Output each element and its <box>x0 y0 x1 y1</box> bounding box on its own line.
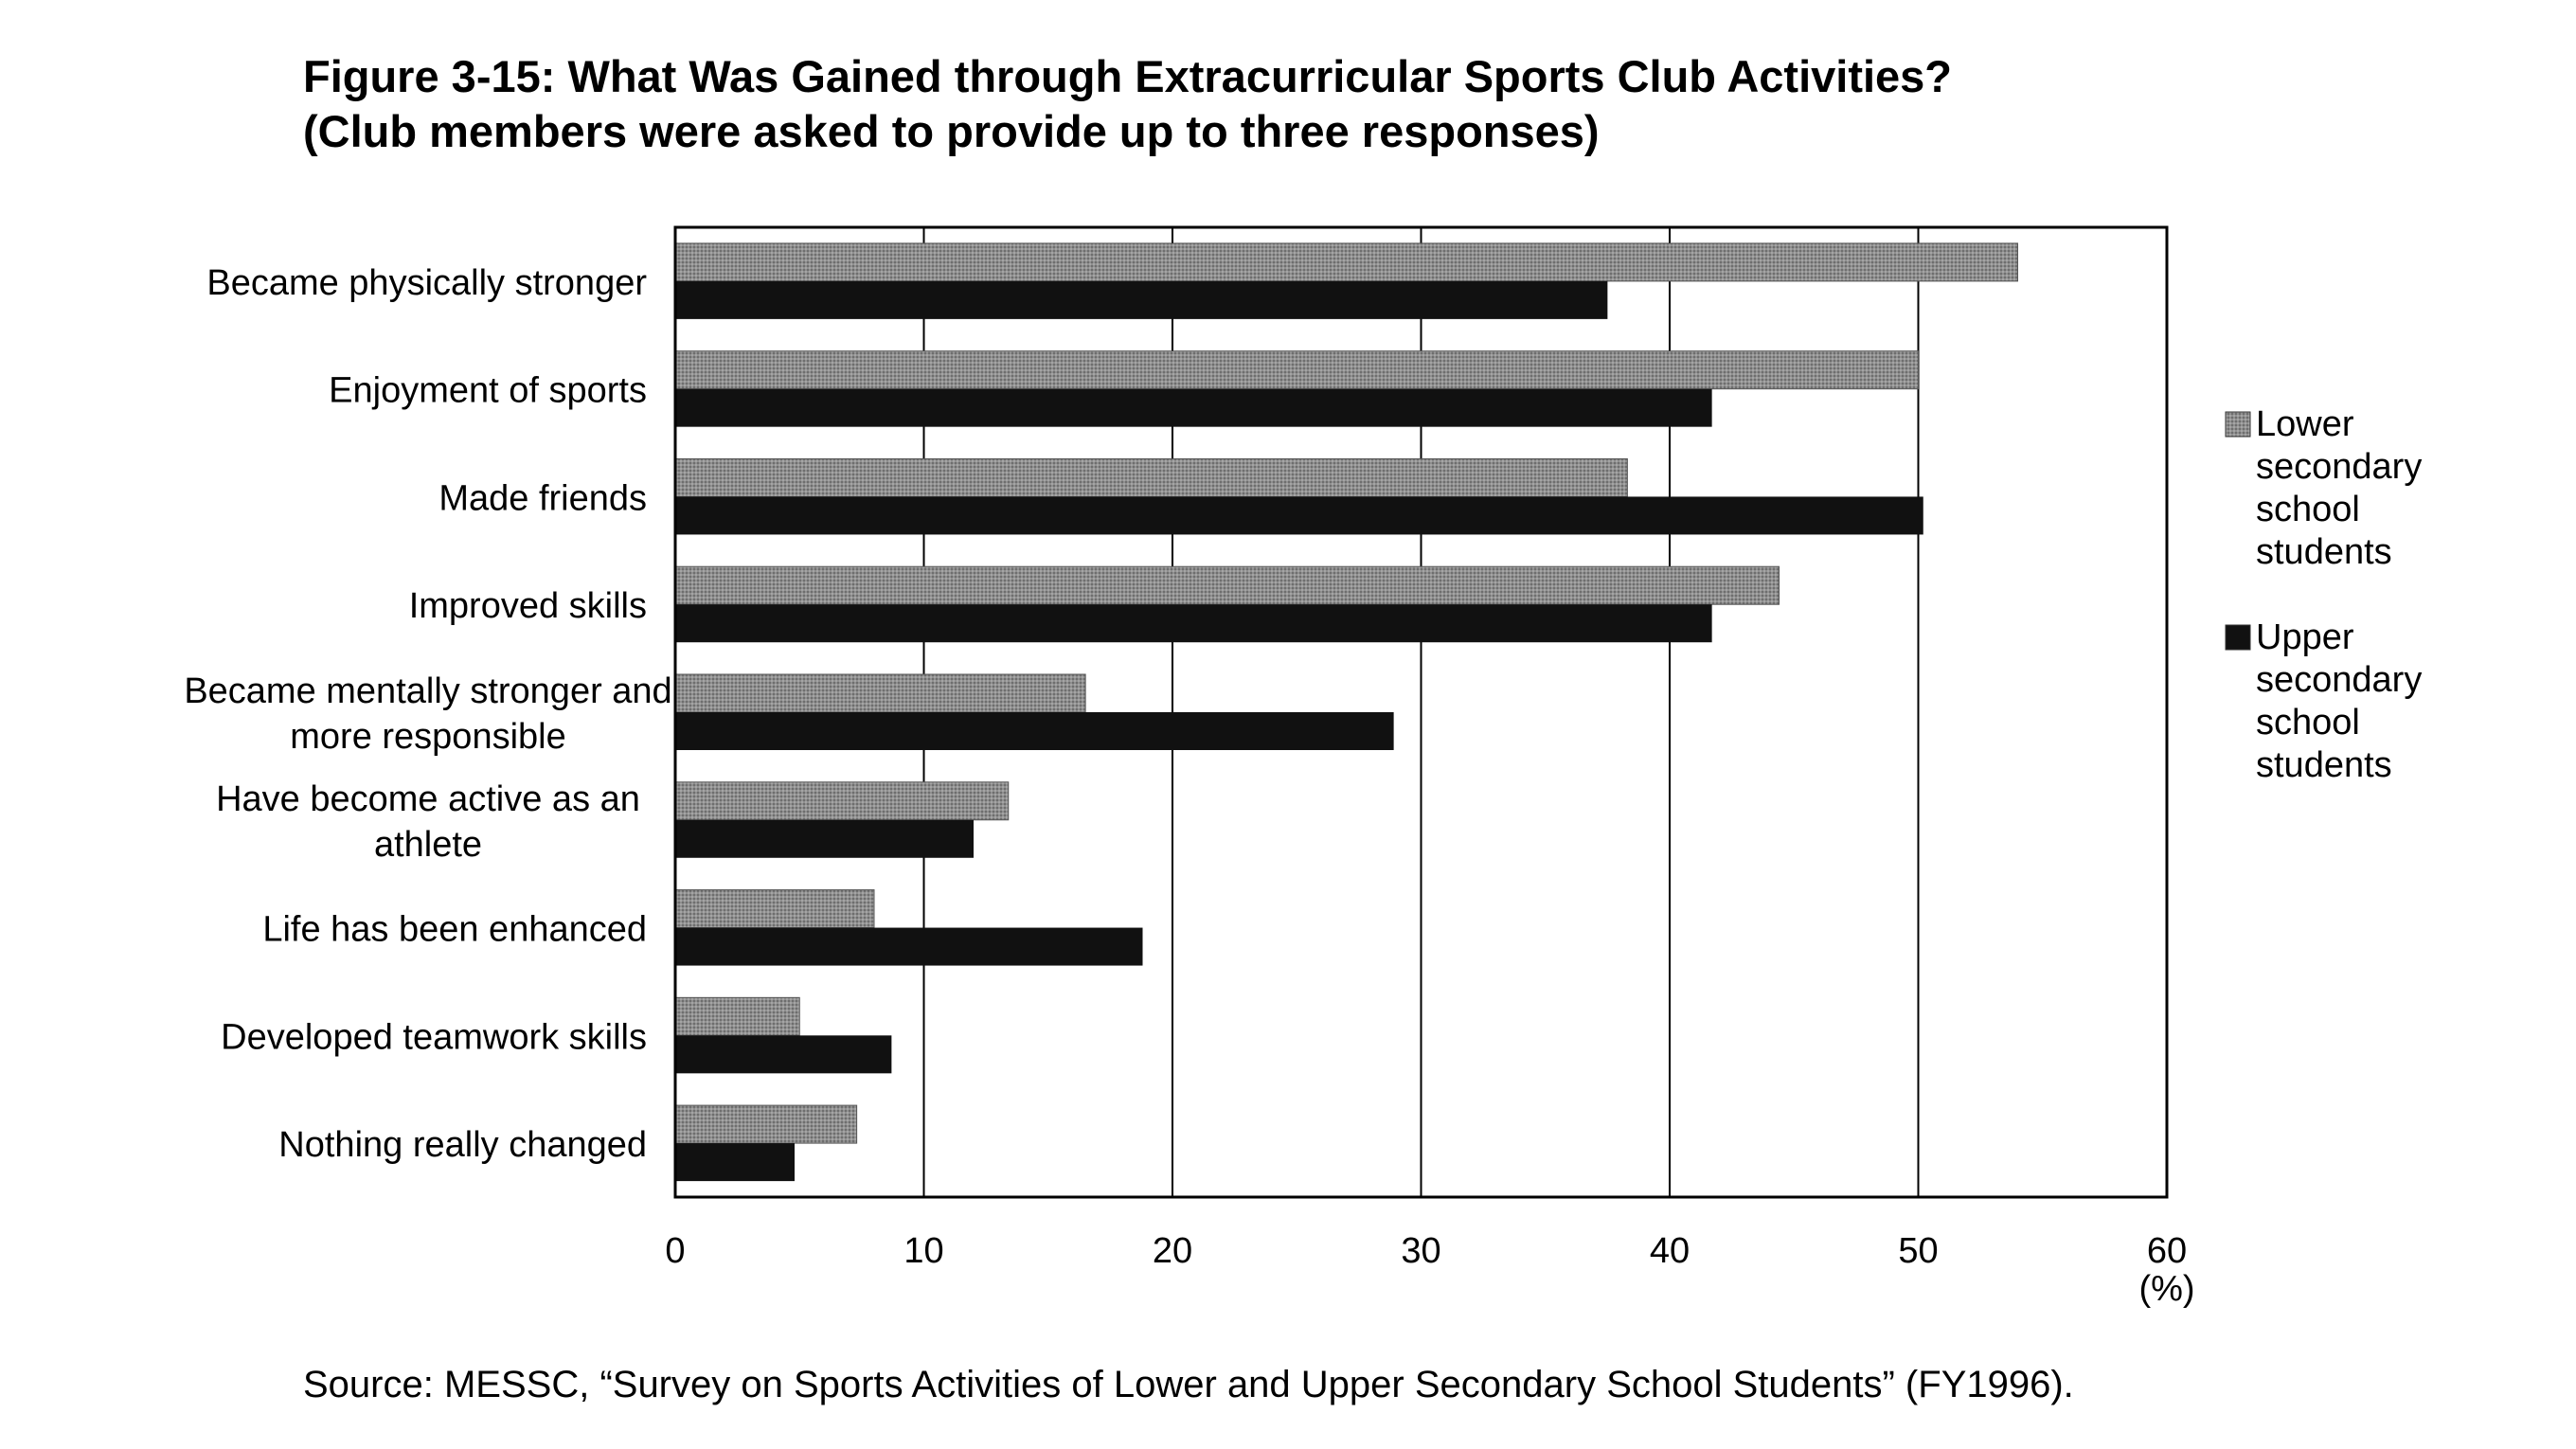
legend-label-lower-line-1: secondary <box>2256 447 2422 487</box>
x-tick-label-1: 10 <box>903 1231 943 1271</box>
category-label-4-line-0: Became mentally stronger and <box>184 671 671 711</box>
plot-frame <box>673 225 2169 1199</box>
chart-title: Figure 3-15: What Was Gained through Ext… <box>303 49 1952 159</box>
bar-upper-6 <box>675 927 1143 966</box>
legend-label-upper-line-2: school <box>2256 703 2360 742</box>
bar-lower-5 <box>674 781 1010 821</box>
bar-lower-0 <box>674 242 2018 282</box>
bar-lower-7 <box>674 996 800 1036</box>
category-label-6-line-0: Life has been enhanced <box>262 910 647 950</box>
x-tick-label-2: 20 <box>1153 1231 1192 1271</box>
bar-lower-3 <box>674 565 1780 605</box>
bar-lower-2 <box>674 457 1628 497</box>
bar-lower-1 <box>674 350 1919 390</box>
legend-swatch-lower <box>2225 411 2251 438</box>
category-label-7-line-0: Developed teamwork skills <box>221 1017 647 1057</box>
bar-upper-8 <box>675 1143 795 1182</box>
legend-label-upper-line-0: Upper <box>2256 617 2354 657</box>
category-label-2-line-0: Made friends <box>438 478 647 518</box>
bar-lower-4 <box>674 673 1086 713</box>
legend-label-upper-line-3: students <box>2256 745 2392 785</box>
x-tick-label-4: 40 <box>1650 1231 1690 1271</box>
legend-label-upper: Upper secondary school students <box>2256 617 2422 785</box>
chart-title-line1: Figure 3-15: What Was Gained through Ext… <box>303 51 1953 101</box>
x-tick-label-5: 50 <box>1898 1231 1938 1271</box>
bar-upper-5 <box>675 819 974 858</box>
bar-lower-6 <box>674 889 875 929</box>
legend-label-lower-line-2: school <box>2256 490 2360 529</box>
source-note: Source: MESSC, “Survey on Sports Activit… <box>303 1364 2074 1405</box>
bar-lower-8 <box>674 1104 858 1144</box>
category-label-1: Enjoyment of sports <box>329 371 647 411</box>
category-label-3: Improved skills <box>409 586 647 626</box>
bar-upper-0 <box>675 280 1608 319</box>
bar-upper-2 <box>675 496 1923 535</box>
bar-upper-7 <box>675 1035 892 1074</box>
legend-label-lower: Lower secondary school students <box>2256 404 2422 572</box>
legend-label-lower-line-0: Lower <box>2256 404 2354 444</box>
category-label-8-line-0: Nothing really changed <box>278 1125 647 1165</box>
legend-label-upper-line-1: secondary <box>2256 660 2422 700</box>
chart-title-line2: (Club members were asked to provide up t… <box>303 106 1600 156</box>
legend-label-lower-line-3: students <box>2256 532 2392 572</box>
x-tick-label-3: 30 <box>1401 1231 1440 1271</box>
legend-swatch-upper <box>2225 624 2251 651</box>
category-label-0: Became physically stronger <box>206 263 647 303</box>
bar-upper-4 <box>675 712 1394 750</box>
bar-upper-1 <box>675 388 1712 427</box>
category-label-2: Made friends <box>438 478 647 518</box>
category-label-5-line-1: athlete <box>374 825 482 865</box>
category-label-5-line-0: Have become active as an <box>216 779 640 819</box>
x-tick-label-6: 60 <box>2147 1231 2187 1271</box>
category-label-0-line-0: Became physically stronger <box>206 263 647 303</box>
category-label-6: Life has been enhanced <box>262 910 647 950</box>
category-label-7: Developed teamwork skills <box>221 1017 647 1057</box>
category-label-4: Became mentally stronger and more respons… <box>184 671 671 757</box>
category-label-5: Have become active as an athlete <box>216 779 640 865</box>
category-label-4-line-1: more responsible <box>290 717 565 757</box>
x-unit-label: (%) <box>2138 1269 2194 1309</box>
x-tick-label-0: 0 <box>665 1231 685 1271</box>
bar-upper-3 <box>675 604 1712 643</box>
category-label-3-line-0: Improved skills <box>409 586 647 626</box>
category-label-1-line-0: Enjoyment of sports <box>329 371 647 411</box>
category-label-8: Nothing really changed <box>278 1125 647 1165</box>
